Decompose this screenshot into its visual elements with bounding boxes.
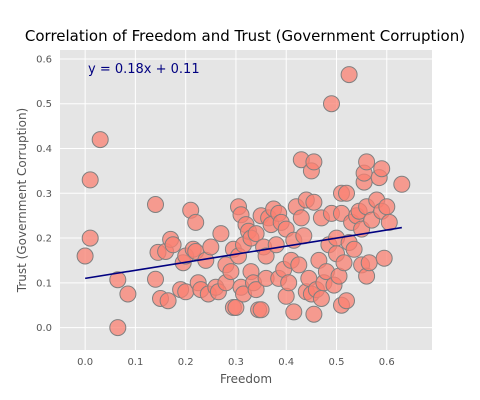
regression-equation: y = 0.18x + 0.11 (88, 62, 200, 77)
data-point (212, 225, 230, 243)
data-point (285, 303, 303, 321)
y-tick-labels: 0.0 0.1 0.2 0.3 0.4 0.5 0.6 (36, 54, 52, 334)
data-point (305, 305, 323, 323)
data-point (159, 292, 177, 310)
y-tick-label: 0.0 (36, 323, 52, 334)
x-tick-label: 0.2 (178, 357, 194, 368)
data-point (247, 225, 265, 243)
data-point (323, 95, 340, 113)
data-point (295, 227, 313, 245)
data-point (81, 171, 99, 189)
data-point (81, 229, 99, 247)
data-point (292, 209, 310, 227)
data-point (164, 236, 182, 254)
data-point (312, 290, 330, 307)
data-point (109, 271, 127, 289)
data-point (227, 299, 245, 316)
x-tick-labels: 0.0 0.1 0.2 0.3 0.4 0.5 0.6 (77, 357, 395, 368)
y-tick-label: 0.3 (36, 189, 52, 200)
data-point (393, 175, 411, 193)
x-tick-label: 0.1 (127, 357, 143, 368)
data-point (187, 213, 205, 231)
data-point (252, 301, 270, 319)
data-point (119, 285, 137, 303)
y-tick-label: 0.4 (36, 144, 52, 155)
y-tick-label: 0.6 (36, 54, 52, 65)
data-point (147, 270, 164, 288)
data-point (290, 256, 308, 274)
data-point (280, 274, 298, 292)
regression-line (85, 226, 402, 280)
data-point (247, 281, 265, 299)
x-tick-label: 0.0 (77, 357, 93, 368)
x-tick-label: 0.4 (278, 357, 294, 368)
data-point (345, 240, 363, 258)
x-tick-label: 0.6 (379, 357, 395, 368)
data-point (257, 247, 275, 265)
data-point (267, 236, 285, 254)
data-point (335, 254, 353, 272)
data-point (91, 131, 109, 149)
data-point (305, 193, 323, 211)
y-tick-label: 0.1 (36, 278, 52, 289)
x-tick-label: 0.5 (329, 357, 345, 368)
data-point (373, 160, 391, 178)
y-tick-label: 0.2 (36, 234, 52, 245)
x-tick-label: 0.3 (228, 357, 244, 368)
data-point (360, 254, 378, 272)
data-point (375, 249, 393, 267)
data-point (338, 184, 355, 202)
chart-title: Correlation of Freedom and Trust (Govern… (25, 27, 465, 45)
data-points (76, 66, 411, 337)
y-axis-label: Trust (Government Corruption) (15, 108, 29, 293)
data-point (147, 196, 164, 213)
data-point (378, 198, 396, 216)
data-point (222, 263, 240, 281)
x-axis-label: Freedom (220, 372, 272, 386)
data-point (305, 153, 323, 171)
data-point (358, 153, 376, 171)
data-point (76, 247, 94, 265)
data-point (338, 292, 355, 310)
data-point (202, 238, 220, 256)
data-point (109, 319, 127, 337)
y-tick-label: 0.5 (36, 99, 52, 110)
data-point (340, 66, 358, 84)
